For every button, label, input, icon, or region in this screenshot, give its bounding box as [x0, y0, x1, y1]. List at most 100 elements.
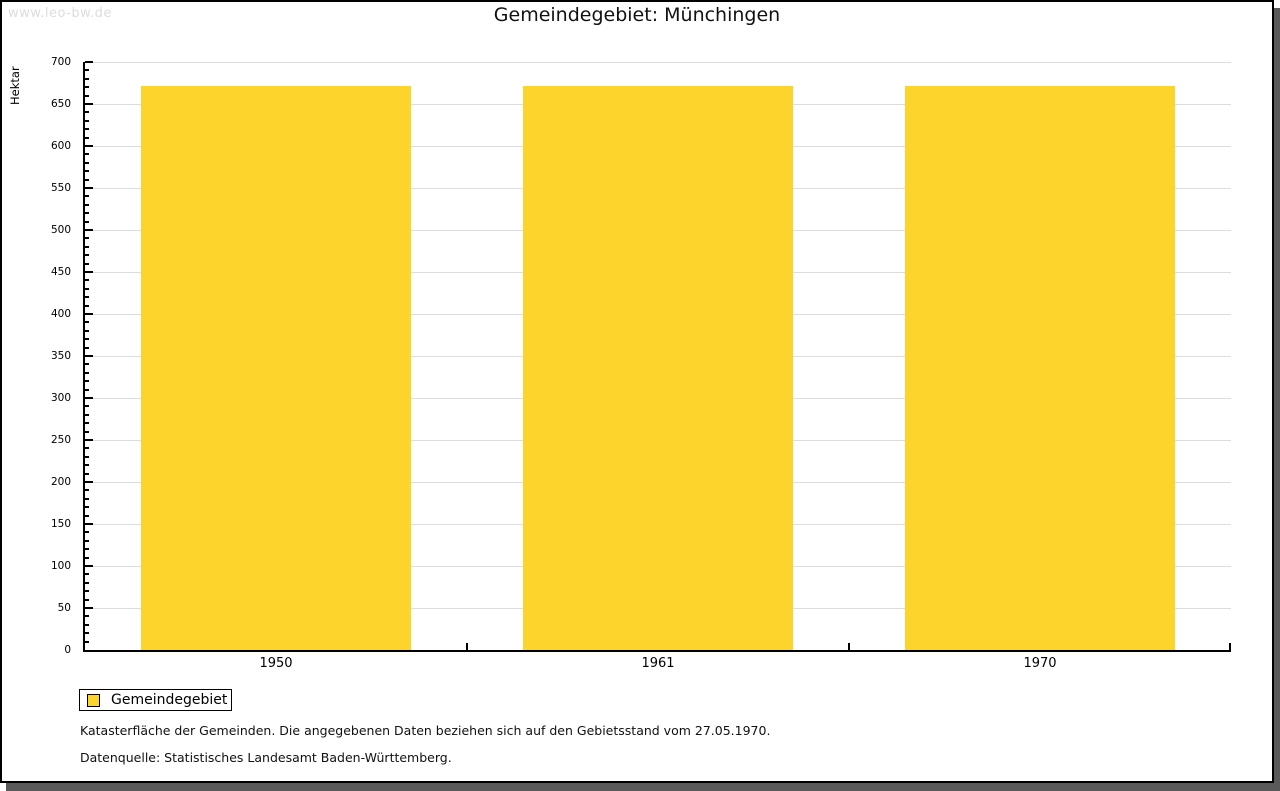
y-tick: [85, 481, 93, 483]
y-tick: [85, 514, 89, 517]
y-tick: [85, 111, 89, 114]
x-boundary-tick: [1229, 643, 1231, 650]
y-tick: [85, 430, 89, 433]
y-tick: [85, 489, 89, 492]
y-tick: [85, 640, 89, 643]
y-tick: [85, 69, 89, 72]
y-tick: [85, 388, 89, 391]
y-tick-label: 550: [50, 182, 71, 194]
y-tick: [85, 422, 89, 425]
y-tick-label: 650: [50, 98, 71, 110]
y-tick: [85, 86, 89, 89]
y-tick: [85, 195, 89, 198]
y-tick: [85, 161, 89, 164]
y-tick-label: 500: [50, 224, 71, 236]
y-tick: [85, 94, 89, 97]
y-tick: [85, 271, 93, 273]
y-tick-label: 600: [50, 140, 71, 152]
y-tick: [85, 346, 89, 349]
y-tick: [85, 145, 93, 147]
y-tick-label: 350: [50, 350, 71, 362]
y-tick: [85, 329, 89, 332]
y-tick: [85, 237, 89, 240]
y-tick: [85, 262, 89, 265]
y-tick: [85, 187, 93, 189]
y-tick: [85, 77, 89, 80]
y-tick: [85, 531, 89, 534]
y-tick: [85, 355, 93, 357]
y-tick: [85, 632, 89, 635]
y-tick: [85, 455, 89, 458]
y-tick: [85, 313, 93, 315]
y-tick: [85, 178, 89, 181]
y-tick: [85, 464, 89, 467]
y-tick: [85, 380, 89, 383]
y-tick: [85, 212, 89, 215]
y-tick: [85, 539, 89, 542]
y-tick-label: 300: [50, 392, 71, 404]
y-tick: [85, 615, 89, 618]
y-tick: [85, 103, 93, 105]
y-tick: [85, 220, 89, 223]
plot-area: 0 50 100 150 200 250 300 350 400 450 500 550 600 650 7…: [51, 56, 1231, 671]
y-tick: [85, 439, 93, 441]
footnote-1: Katasterfläche der Gemeinden. Die angege…: [80, 723, 771, 738]
plot-inner: 0 50 100 150 200 250 300 350 400 450 500 550 600 650 7…: [51, 56, 1231, 671]
y-tick: [85, 523, 93, 525]
y-tick-label: 100: [50, 560, 71, 572]
y-tick: [85, 397, 93, 399]
y-tick-label: 400: [50, 308, 71, 320]
bar: [905, 85, 1175, 650]
y-tick: [85, 405, 89, 408]
y-tick: [85, 371, 89, 374]
y-tick: [85, 556, 89, 559]
x-tick-label: 1950: [259, 656, 293, 671]
legend: Gemeindegebiet: [79, 689, 232, 711]
y-tick: [85, 279, 89, 282]
y-tick: [85, 598, 89, 601]
footnote-2: Datenquelle: Statistisches Landesamt Bad…: [80, 750, 452, 765]
y-tick: [85, 548, 89, 551]
x-boundary-tick: [848, 643, 850, 650]
y-axis-label: Hektar: [8, 66, 22, 105]
y-tick: [85, 607, 93, 609]
legend-label: Gemeindegebiet: [111, 692, 228, 708]
y-tick-label: 200: [50, 476, 71, 488]
y-tick: [85, 61, 93, 63]
y-tick-label: 700: [50, 56, 71, 68]
y-tick: [85, 506, 89, 509]
y-tick: [85, 128, 89, 131]
y-tick: [85, 413, 89, 416]
y-tick: [85, 623, 89, 626]
y-tick: [85, 565, 93, 567]
y-tick: [85, 497, 89, 500]
y-tick-label: 450: [50, 266, 71, 278]
y-tick: [85, 447, 89, 450]
x-tick-label: 1961: [641, 656, 675, 671]
watermark: www.leo-bw.de: [8, 6, 112, 21]
x-tick-label: 1970: [1023, 656, 1057, 671]
y-tick: [85, 254, 89, 257]
y-tick-label: 50: [57, 602, 71, 614]
legend-swatch: [87, 693, 100, 707]
bar: [523, 85, 793, 650]
y-tick: [85, 229, 93, 231]
y-tick: [85, 119, 89, 122]
x-boundary-tick: [466, 643, 468, 650]
y-tick: [85, 245, 89, 248]
y-tick: [85, 170, 89, 173]
y-tick: [85, 590, 89, 593]
y-tick: [85, 581, 89, 584]
y-tick: [85, 296, 89, 299]
y-tick: [85, 203, 89, 206]
y-tick: [85, 321, 89, 324]
y-tick: [85, 573, 89, 576]
y-tick: [85, 304, 89, 307]
y-tick: [85, 338, 89, 341]
y-tick: [85, 287, 89, 290]
y-tick: [85, 472, 89, 475]
y-tick: [85, 136, 89, 139]
bar: [141, 85, 411, 650]
y-tick-label: 0: [64, 644, 71, 656]
